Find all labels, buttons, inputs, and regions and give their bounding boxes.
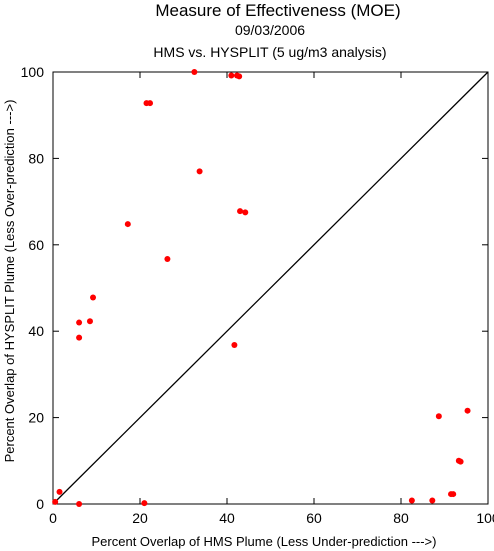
data-point xyxy=(141,500,148,507)
y-tick-label: 100 xyxy=(21,64,45,80)
data-point xyxy=(196,168,203,175)
data-point xyxy=(164,256,171,263)
plot-area-frame xyxy=(52,71,489,505)
data-point xyxy=(124,221,131,228)
data-point xyxy=(90,294,97,301)
one-to-one-reference-line xyxy=(52,71,489,505)
x-tick-label: 80 xyxy=(393,510,409,526)
data-point xyxy=(147,100,154,107)
data-point xyxy=(231,342,238,349)
data-point xyxy=(242,209,249,216)
x-tick-label: 40 xyxy=(219,510,235,526)
y-axis-label: Percent Overlap of HYSPLIT Plume (Less O… xyxy=(2,100,17,463)
data-point xyxy=(76,334,83,341)
data-point xyxy=(52,498,59,505)
data-point xyxy=(450,491,457,498)
chart-date: 09/03/2006 xyxy=(235,22,305,38)
data-point xyxy=(56,488,63,495)
chart-title: Measure of Effectiveness (MOE) xyxy=(155,1,400,20)
data-point xyxy=(457,458,464,465)
data-point xyxy=(228,72,235,79)
data-point xyxy=(86,318,93,325)
x-axis-ticks: 0 20 40 60 80 100 xyxy=(49,72,494,526)
data-point xyxy=(435,413,442,420)
chart-subtitle: HMS vs. HYSPLIT (5 ug/m3 analysis) xyxy=(153,44,386,60)
x-axis-label: Percent Overlap of HMS Plume (Less Under… xyxy=(92,534,437,549)
data-point xyxy=(191,69,198,75)
y-tick-label: 80 xyxy=(28,150,44,166)
data-point xyxy=(429,497,436,504)
y-tick-label: 20 xyxy=(28,410,44,426)
data-point xyxy=(408,497,415,504)
data-point xyxy=(464,407,471,414)
data-point xyxy=(237,208,244,215)
y-tick-label: 60 xyxy=(28,237,44,253)
x-tick-label: 0 xyxy=(49,510,57,526)
x-tick-label: 20 xyxy=(132,510,148,526)
y-axis-ticks: 0 20 40 60 80 100 xyxy=(21,64,488,512)
x-tick-label: 100 xyxy=(476,510,494,526)
x-tick-label: 60 xyxy=(306,510,322,526)
data-point xyxy=(76,501,83,507)
data-points xyxy=(52,69,471,507)
y-tick-label: 0 xyxy=(36,496,44,512)
data-point xyxy=(236,73,243,80)
y-tick-label: 40 xyxy=(28,323,44,339)
data-point xyxy=(76,319,83,326)
